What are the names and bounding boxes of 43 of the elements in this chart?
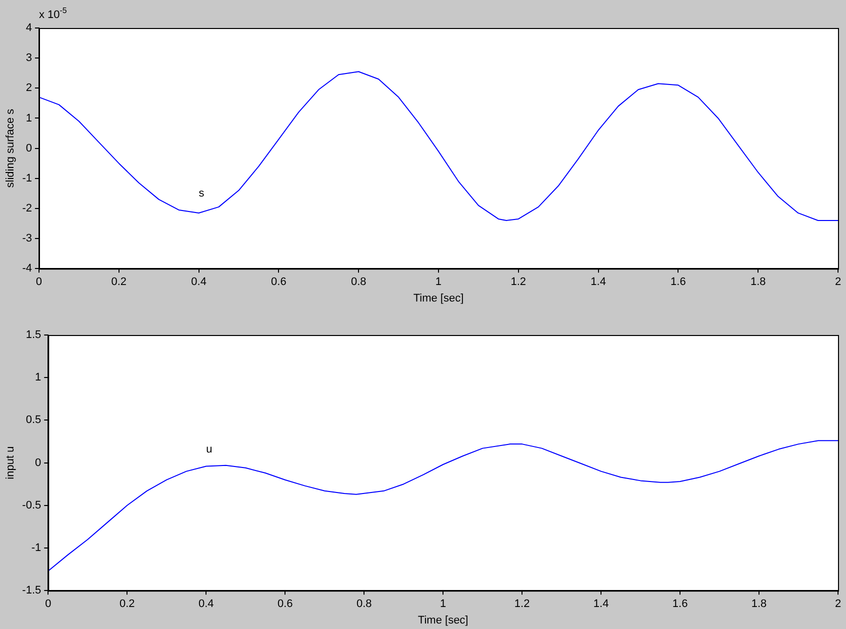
x-tick-label: 2 <box>834 598 842 610</box>
y-tick-label: 2 <box>26 82 32 94</box>
x-tick-label: 1.6 <box>670 276 686 288</box>
x-tick-label: 0.6 <box>271 276 286 288</box>
y-tick-label: 0.5 <box>26 414 42 426</box>
x-axis-title: Time [sec] <box>413 292 464 304</box>
y-tick-label: 4 <box>26 22 32 34</box>
x-tick-label: 1 <box>435 276 442 288</box>
annotation: u <box>206 444 212 456</box>
y-axis-title: input u <box>4 446 17 480</box>
x-tick-label: 1 <box>440 598 446 610</box>
y-axis-title: sliding surface s <box>4 108 17 188</box>
y-tick-label: -4 <box>22 262 32 275</box>
y-tick-label: -3 <box>22 232 32 245</box>
y-tick-label: 1 <box>35 372 42 384</box>
y-tick-label: 0 <box>35 456 42 469</box>
x-tick-label: 0.2 <box>111 276 127 288</box>
y-tick-label: 1 <box>26 112 32 124</box>
y-tick-label: 0 <box>26 142 32 154</box>
y-tick-label: -0.5 <box>22 499 42 512</box>
x-tick-label: 0.6 <box>277 598 293 610</box>
x-tick-label: 0 <box>45 598 52 610</box>
y-tick-label: -1 <box>31 542 42 554</box>
x-tick-label: 0.8 <box>350 276 366 288</box>
y-tick-label: -1.5 <box>22 584 42 597</box>
x-tick-label: 1.2 <box>514 598 530 610</box>
x-axis-title: Time [sec] <box>418 614 468 626</box>
x-tick-label: 0.2 <box>119 598 135 610</box>
x-tick-label: 1.8 <box>751 598 767 610</box>
x-tick-label: 1.8 <box>750 276 766 288</box>
x-tick-label: 1.4 <box>590 276 606 288</box>
y-tick-label: -2 <box>22 202 32 214</box>
x-tick-label: 0.8 <box>356 598 372 610</box>
y-tick-label: 3 <box>26 52 32 64</box>
x-tick-label: 2 <box>834 276 842 288</box>
y-tick-label: 1.5 <box>26 329 42 342</box>
x-tick-label: 1.2 <box>510 276 526 288</box>
x-tick-label: 1.6 <box>672 598 688 610</box>
x-tick-label: 0.4 <box>198 598 214 610</box>
y-tick-label: -1 <box>22 172 32 184</box>
annotation: s <box>198 187 205 200</box>
x-tick-label: 0.4 <box>191 276 206 288</box>
x-tick-label: 1.4 <box>593 598 609 610</box>
